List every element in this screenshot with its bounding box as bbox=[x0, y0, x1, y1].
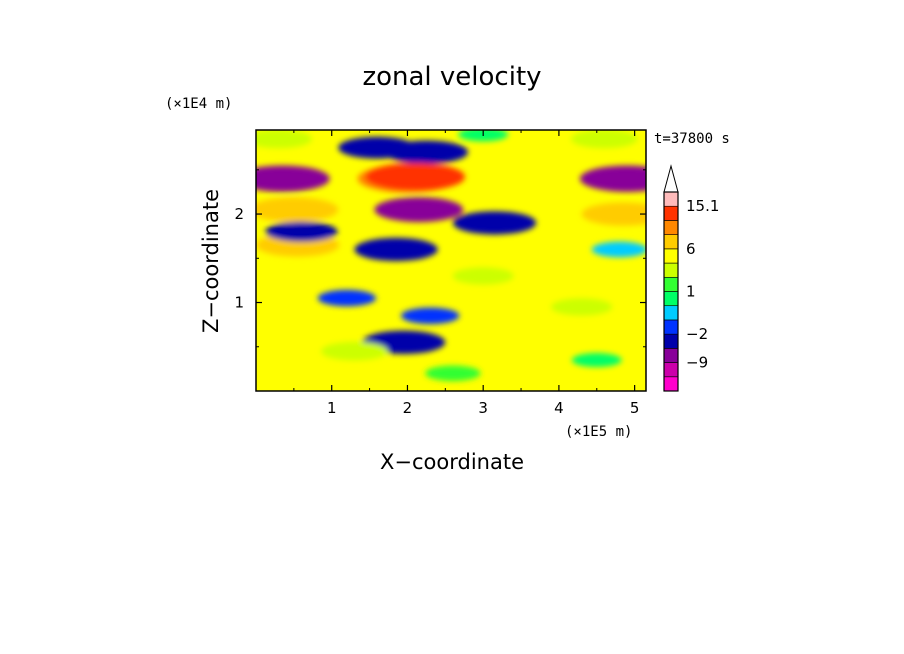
time-label: t=37800 s bbox=[654, 131, 730, 147]
colorbar-segment bbox=[663, 248, 679, 264]
colorbar-label: 15.1 bbox=[686, 197, 719, 215]
field-feature bbox=[256, 130, 313, 149]
field-feature bbox=[256, 197, 339, 223]
colorbar-segment bbox=[663, 291, 679, 307]
colorbar-label: 6 bbox=[686, 240, 696, 258]
field-feature bbox=[354, 237, 438, 262]
colorbar-segment bbox=[663, 191, 679, 207]
field-feature bbox=[452, 267, 514, 285]
y-tick-label: 2 bbox=[234, 205, 244, 223]
y-ticks: 12 bbox=[234, 169, 646, 348]
colorbar-segment bbox=[663, 362, 679, 378]
field-feature bbox=[401, 307, 460, 324]
field-feature bbox=[571, 130, 638, 149]
colorbar-segment bbox=[663, 348, 679, 363]
plot-frame bbox=[255, 129, 647, 392]
field-feature bbox=[317, 289, 377, 307]
colorbar-label: 1 bbox=[686, 283, 696, 301]
x-tick-label: 2 bbox=[403, 399, 413, 417]
field-feature bbox=[591, 241, 646, 258]
colorbar-label: −9 bbox=[686, 354, 708, 372]
field-feature bbox=[338, 136, 417, 159]
colorbar-segment bbox=[663, 220, 679, 235]
field-feature bbox=[365, 162, 466, 191]
colorbar-label: −2 bbox=[686, 325, 708, 343]
field-blobs bbox=[256, 130, 646, 382]
colorbar-segment bbox=[663, 319, 679, 335]
chart-title: zonal velocity bbox=[362, 62, 541, 92]
x-unit-label: (×1E5 m) bbox=[565, 424, 632, 440]
x-axis-label: X−coordinate bbox=[380, 450, 524, 474]
colorbar-extend-arrow bbox=[663, 164, 679, 193]
colorbar-segment bbox=[663, 305, 679, 321]
field-feature bbox=[551, 298, 613, 316]
field-feature bbox=[374, 197, 464, 223]
field-feature bbox=[256, 165, 330, 192]
x-tick-label: 5 bbox=[630, 399, 640, 417]
colorbar: 15.1 6 1 −2 −9 bbox=[663, 164, 719, 392]
colorbar-frame bbox=[663, 191, 679, 392]
field-feature bbox=[571, 353, 622, 368]
field-feature bbox=[321, 341, 388, 361]
contour-field bbox=[256, 130, 646, 391]
x-tick-label: 3 bbox=[478, 399, 488, 417]
field-feature bbox=[581, 202, 646, 226]
colorbar-segment bbox=[663, 376, 679, 392]
x-ticks: 1 2 3 4 5 bbox=[293, 130, 640, 417]
field-feature bbox=[425, 365, 481, 382]
x-tick-label: 1 bbox=[327, 399, 337, 417]
colorbar-segment bbox=[663, 262, 679, 278]
y-axis-label: Z−coordinate bbox=[199, 189, 223, 333]
y-unit-label: (×1E4 m) bbox=[165, 96, 232, 112]
x-tick-label: 4 bbox=[554, 399, 564, 417]
colorbar-segment bbox=[663, 276, 679, 292]
y-tick-label: 1 bbox=[234, 294, 244, 312]
colorbar-segment bbox=[663, 333, 679, 349]
colorbar-segment bbox=[663, 234, 679, 250]
field-feature bbox=[265, 221, 338, 242]
field-feature bbox=[452, 211, 537, 235]
field-feature bbox=[256, 323, 327, 344]
colorbar-segment bbox=[663, 205, 679, 221]
field-feature bbox=[579, 165, 646, 192]
